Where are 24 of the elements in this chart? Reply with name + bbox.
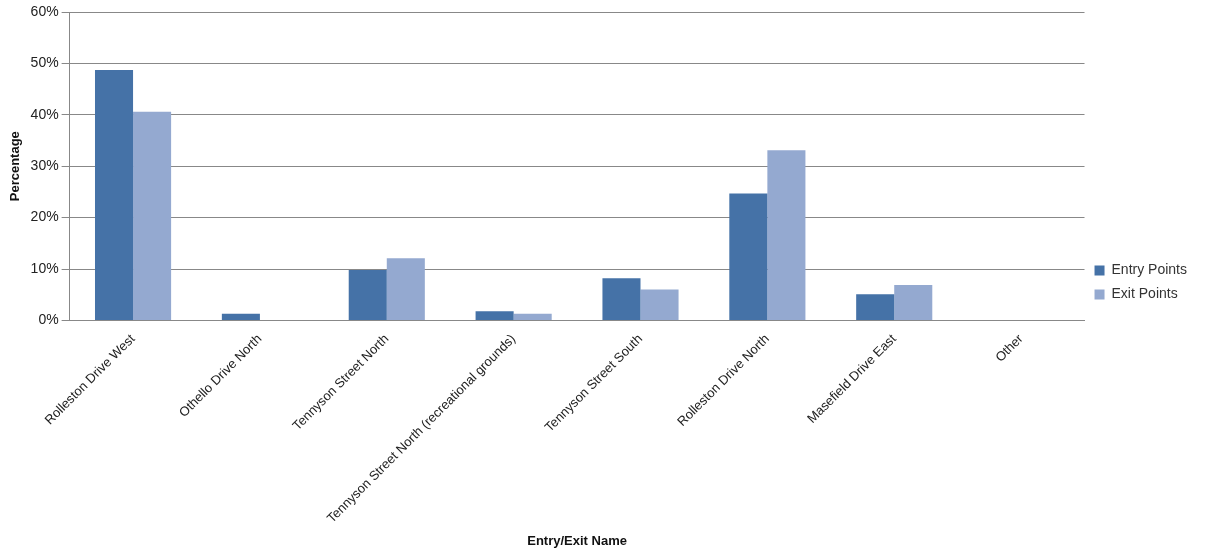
bar xyxy=(729,193,768,320)
bar xyxy=(640,289,679,320)
y-tick-label: 20% xyxy=(30,208,59,225)
legend-label: Entry Points xyxy=(1111,261,1188,278)
y-tick-label: 50% xyxy=(30,54,59,71)
bar xyxy=(894,284,933,320)
y-tick-label: 0% xyxy=(38,311,59,328)
bar xyxy=(602,278,641,320)
bar xyxy=(133,111,172,320)
bar xyxy=(386,258,425,320)
y-tick-label: 30% xyxy=(30,157,59,174)
bar xyxy=(856,294,895,320)
bar xyxy=(348,270,387,320)
x-axis-title: Entry/Exit Name xyxy=(527,532,627,548)
y-tick-label: 60% xyxy=(30,2,59,19)
legend-label: Exit Points xyxy=(1111,285,1178,302)
bar xyxy=(513,313,552,320)
y-axis-title: Percentage xyxy=(7,131,23,202)
bar xyxy=(221,313,260,320)
bar xyxy=(767,150,806,320)
y-tick-label: 40% xyxy=(30,105,59,122)
y-tick-label: 10% xyxy=(30,259,59,276)
bar xyxy=(475,311,514,320)
bar xyxy=(94,70,134,320)
